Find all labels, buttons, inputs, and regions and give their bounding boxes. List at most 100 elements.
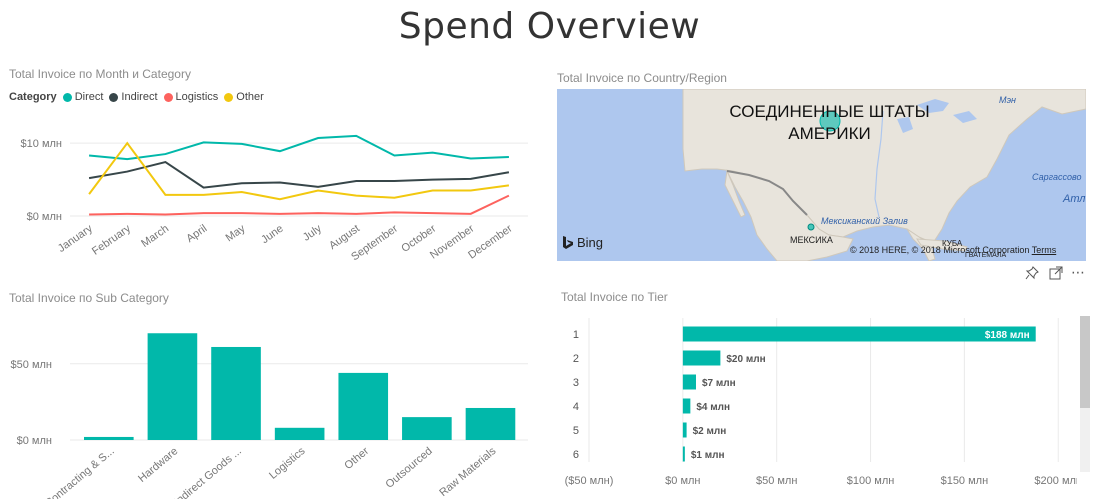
series-line-logistics[interactable] bbox=[89, 194, 510, 216]
series-line-indirect[interactable] bbox=[88, 161, 510, 189]
point-logistics[interactable] bbox=[354, 212, 358, 216]
point-logistics[interactable] bbox=[469, 212, 473, 216]
point-direct[interactable] bbox=[87, 154, 91, 158]
bar-x-tick-label: Hardware bbox=[136, 445, 180, 485]
point-indirect[interactable] bbox=[163, 160, 167, 164]
legend-label-other: Other bbox=[236, 91, 264, 103]
point-other[interactable] bbox=[240, 190, 244, 194]
point-direct[interactable] bbox=[202, 140, 206, 144]
point-direct[interactable] bbox=[469, 156, 473, 160]
legend-dot-other bbox=[224, 92, 234, 102]
point-direct[interactable] bbox=[507, 155, 511, 159]
point-logistics[interactable] bbox=[125, 212, 129, 216]
point-direct[interactable] bbox=[316, 136, 320, 140]
tier-bar-2[interactable] bbox=[682, 350, 721, 366]
map-visual[interactable]: СОЕДИНЕННЫЕ ШТАТЫ АМЕРИКИ МЕКСИКА Мексик… bbox=[557, 89, 1086, 261]
map-copyright: © 2018 HERE, © 2018 Microsoft Corporatio… bbox=[850, 245, 1056, 255]
bar-y-tick-label: $50 млн bbox=[11, 359, 52, 371]
more-options-icon[interactable]: ⋯ bbox=[1071, 264, 1086, 280]
point-other[interactable] bbox=[163, 193, 167, 197]
tier-y-tick-label: 6 bbox=[573, 449, 579, 461]
point-logistics[interactable] bbox=[163, 213, 167, 217]
point-indirect[interactable] bbox=[278, 180, 282, 184]
legend-dot-direct bbox=[62, 92, 72, 102]
point-other[interactable] bbox=[87, 192, 91, 196]
focus-mode-icon[interactable] bbox=[1049, 266, 1063, 283]
point-other[interactable] bbox=[431, 189, 435, 193]
bar-6[interactable] bbox=[465, 407, 516, 440]
tier-chart: ($50 млн) $0 млн $50 млн $100 млн $150 млн $2… bbox=[565, 318, 1077, 487]
line-x-tick-label: January bbox=[56, 222, 95, 255]
series-line-other[interactable] bbox=[88, 141, 510, 201]
point-other[interactable] bbox=[507, 183, 511, 187]
point-indirect[interactable] bbox=[431, 178, 435, 182]
mexico-bubble bbox=[807, 223, 815, 231]
bar-1[interactable] bbox=[147, 333, 198, 440]
legend-dot-logistics bbox=[163, 92, 173, 102]
point-other[interactable] bbox=[202, 193, 206, 197]
copyright-text: © 2018 HERE, © 2018 Microsoft Corporatio… bbox=[850, 245, 1030, 255]
point-indirect[interactable] bbox=[392, 179, 396, 183]
point-logistics[interactable] bbox=[202, 211, 206, 215]
point-other[interactable] bbox=[316, 189, 320, 193]
point-other[interactable] bbox=[392, 196, 396, 200]
terms-link[interactable]: Terms bbox=[1031, 245, 1057, 255]
point-other[interactable] bbox=[278, 197, 282, 201]
point-indirect[interactable] bbox=[354, 179, 358, 183]
usa-bubble bbox=[819, 110, 841, 132]
point-indirect[interactable] bbox=[469, 177, 473, 181]
tier-bar-3[interactable] bbox=[682, 374, 696, 390]
legend-item-indirect[interactable]: Indirect bbox=[109, 91, 158, 103]
tier-y-tick-label: 4 bbox=[573, 401, 579, 413]
point-direct[interactable] bbox=[392, 154, 396, 158]
point-logistics[interactable] bbox=[316, 211, 320, 215]
point-indirect[interactable] bbox=[125, 170, 129, 174]
point-logistics[interactable] bbox=[392, 210, 396, 214]
point-direct[interactable] bbox=[163, 152, 167, 156]
point-logistics[interactable] bbox=[240, 211, 244, 215]
point-direct[interactable] bbox=[431, 151, 435, 155]
point-logistics[interactable] bbox=[278, 212, 282, 216]
tier-x-tick-label: ($50 млн) bbox=[565, 475, 614, 487]
legend-item-direct[interactable]: Direct bbox=[62, 91, 104, 103]
point-indirect[interactable] bbox=[202, 186, 206, 190]
point-logistics[interactable] bbox=[431, 211, 435, 215]
point-direct[interactable] bbox=[278, 149, 282, 153]
tier-scrollbar[interactable] bbox=[1080, 316, 1090, 472]
cuba-label: КУБА bbox=[942, 239, 963, 248]
tier-bar-6[interactable] bbox=[682, 446, 685, 462]
legend-item-logistics[interactable]: Logistics bbox=[163, 91, 218, 103]
point-indirect[interactable] bbox=[87, 176, 91, 180]
tier-bar-4[interactable] bbox=[682, 398, 691, 414]
bar-3[interactable] bbox=[274, 427, 325, 440]
point-logistics[interactable] bbox=[87, 213, 91, 217]
legend-item-other[interactable]: Other bbox=[224, 91, 264, 103]
point-other[interactable] bbox=[469, 189, 473, 193]
bar-0[interactable] bbox=[84, 436, 134, 440]
bar-4[interactable] bbox=[338, 372, 389, 440]
bar-x-tick-label: Indirect Goods ... bbox=[172, 445, 244, 499]
series-line-direct[interactable] bbox=[88, 134, 509, 161]
point-direct[interactable] bbox=[240, 142, 244, 146]
point-other[interactable] bbox=[125, 141, 129, 145]
point-indirect[interactable] bbox=[316, 185, 320, 189]
tier-x-tick-label: $50 млн bbox=[756, 475, 797, 487]
bar-5[interactable] bbox=[402, 417, 452, 440]
bar-2[interactable] bbox=[211, 346, 261, 440]
point-logistics[interactable] bbox=[507, 194, 511, 198]
legend-label-direct: Direct bbox=[74, 91, 104, 103]
point-indirect[interactable] bbox=[240, 181, 244, 185]
point-direct[interactable] bbox=[354, 134, 358, 138]
pin-icon[interactable] bbox=[1025, 266, 1039, 283]
tier-x-tick-label: $0 млн bbox=[665, 475, 700, 487]
line-y-tick-label: $10 млн bbox=[21, 138, 62, 150]
point-other[interactable] bbox=[354, 194, 358, 198]
tier-bar-5[interactable] bbox=[682, 422, 687, 438]
map-title: Total Invoice по Country/Region bbox=[557, 71, 727, 85]
point-direct[interactable] bbox=[125, 157, 129, 161]
atlantic-label: Атл bbox=[1063, 193, 1086, 205]
point-indirect[interactable] bbox=[507, 170, 511, 174]
tier-scrollbar-thumb[interactable] bbox=[1080, 316, 1090, 408]
tier-bar-1[interactable] bbox=[682, 326, 1036, 342]
